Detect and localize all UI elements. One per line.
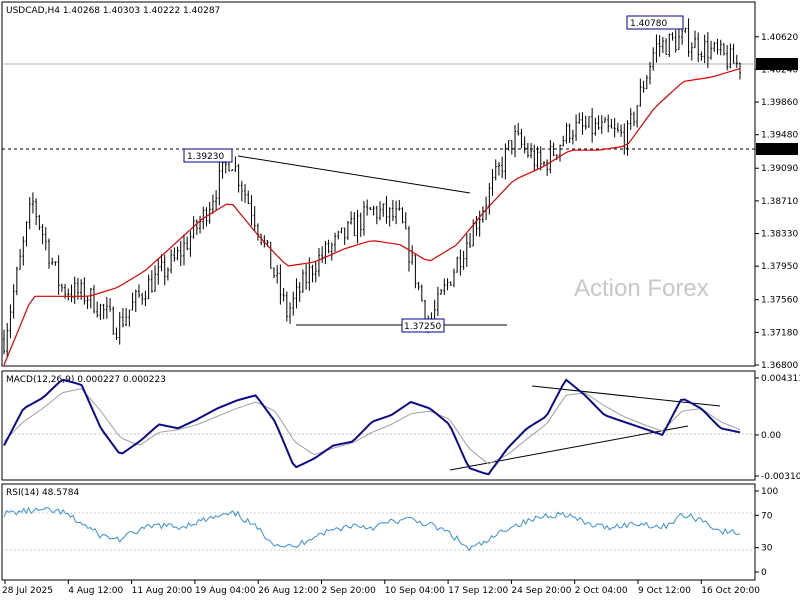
x-tick-label: 4 Aug 12:00 (68, 586, 123, 596)
moving-average-line (3, 68, 741, 366)
current-price-tag: 1.40287 (756, 58, 798, 70)
x-tick-label: 26 Aug 12:00 (258, 586, 319, 596)
chart-header: USDCAD,H4 1.40268 1.40303 1.40222 1.4028… (6, 6, 220, 16)
main-y-tick-label: 1.40620 (761, 33, 798, 43)
rsi-header: RSI(14) 48.5784 (6, 488, 79, 498)
x-tick-label: 2 Oct 04:00 (575, 586, 628, 596)
annotation-label: 1.39230 (187, 152, 224, 162)
resistance-price-tag: 1.39300 (756, 143, 798, 155)
x-tick-label: 2 Sep 20:00 (322, 586, 377, 596)
resistance-price-value: 1.39300 (759, 145, 796, 155)
macd-header: MACD(12,26,9) 0.000227 0.000223 (6, 375, 166, 385)
x-tick-label: 28 Jul 2025 (2, 586, 53, 596)
main-y-tick-label: 1.37560 (761, 296, 798, 306)
main-panel (1, 1, 756, 367)
main-y-tick-label: 1.39090 (761, 164, 798, 174)
main-y-tick-label: 1.40240 (761, 65, 798, 75)
macd-panel (1, 370, 756, 481)
main-y-tick-label: 1.38330 (761, 230, 798, 240)
rsi-y-tick-label: 30 (761, 544, 773, 554)
main-y-tick-label: 1.36800 (761, 361, 798, 371)
main-y-tick-label: 1.37180 (761, 328, 798, 338)
candles-group (3, 18, 741, 357)
watermark: Action Forex (574, 275, 709, 302)
main-y-tick-label: 1.38710 (761, 197, 798, 207)
rsi-panel (1, 483, 756, 581)
x-tick-label: 24 Sep 20:00 (511, 586, 571, 596)
annotation-1-40780: 1.40780 (626, 15, 684, 30)
main-y-tick-label: 1.37950 (761, 262, 798, 272)
rsi-y-tick-label: 100 (761, 487, 778, 497)
x-tick-label: 19 Aug 04:00 (195, 586, 256, 596)
x-axis: 28 Jul 2025 4 Aug 12:00 11 Aug 20:00 19 Aug… (2, 580, 760, 596)
x-tick-label: 17 Sep 12:00 (448, 586, 508, 596)
macd-line (3, 378, 741, 476)
downtrend-line (237, 155, 471, 194)
macd-lower-trendline (449, 425, 689, 471)
macd-signal-line (3, 388, 741, 465)
annotation-1-39230: 1.39230 (183, 148, 233, 163)
main-y-tick-label: 1.39480 (761, 131, 798, 141)
rsi-y-tick-label: 70 (761, 511, 773, 521)
x-tick-label: 16 Oct 20:00 (701, 586, 760, 596)
macd-y-tick-label: -0.003107 (761, 472, 800, 482)
macd-y-tick-label: 0.004311 (761, 374, 800, 384)
annotation-label: 1.40780 (630, 19, 667, 29)
x-tick-label: 9 Oct 12:00 (638, 586, 691, 596)
annotation-label: 1.37250 (404, 322, 441, 332)
macd-y-axis: 0.004311 0.00 -0.003107 (755, 374, 800, 482)
x-tick-label: 10 Sep 04:00 (385, 586, 445, 596)
x-tick-label: 11 Aug 20:00 (132, 586, 193, 596)
rsi-y-tick-label: 0 (761, 568, 767, 578)
annotation-1-37250: 1.37250 (401, 318, 445, 333)
macd-y-tick-label: 0.00 (761, 431, 781, 441)
rsi-y-axis: 100 70 30 0 (755, 487, 778, 578)
rsi-line (3, 506, 741, 552)
main-y-tick-label: 1.39860 (761, 98, 798, 108)
current-price-value: 1.40287 (759, 60, 796, 70)
main-y-axis: 1.40620 1.40240 1.39860 1.39480 1.39090 1.387… (755, 33, 798, 371)
